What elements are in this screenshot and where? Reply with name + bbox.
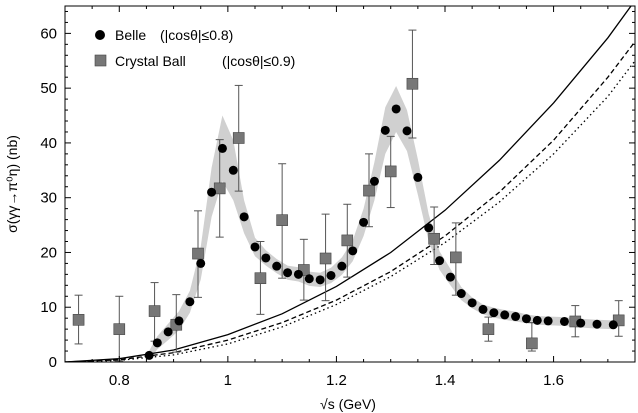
curve-dashed: [65, 41, 635, 362]
belle-point: [293, 269, 303, 279]
belle-point: [348, 246, 358, 256]
y-tick-label: 60: [40, 25, 57, 42]
belle-point: [152, 338, 162, 348]
x-tick-label: 1.2: [326, 372, 347, 389]
crystal-ball-point: [72, 314, 85, 326]
belle-point: [326, 270, 336, 280]
crystal-ball-point: [526, 337, 538, 350]
crystal-ball-point: [319, 252, 332, 265]
belle-point: [424, 223, 434, 233]
crystal-ball-point: [363, 184, 375, 197]
belle-point: [272, 261, 282, 271]
crystal-ball-point: [428, 232, 440, 245]
belle-points: [144, 104, 618, 360]
belle-point: [500, 310, 510, 320]
crystal-ball-point: [192, 247, 204, 260]
crystal-ball-point: [232, 132, 245, 144]
y-axis-title: σ(γγ→π⁰η) (nb): [4, 135, 20, 233]
x-tick-label: 0.8: [109, 372, 130, 389]
legend-note-crystal-ball: (|cosθ|≤0.9): [222, 53, 295, 69]
belle-point: [283, 268, 293, 278]
crystal-ball-points: [72, 77, 625, 350]
belle-point: [402, 126, 412, 136]
y-tick-label: 20: [40, 244, 57, 261]
crystal-ball-point: [276, 214, 288, 226]
crystal-ball-point: [113, 323, 126, 335]
legend-marker-crystal-ball: [94, 54, 107, 67]
legend: Belle (|cosθ|≤0.8) Crystal Ball (|cosθ|≤…: [94, 27, 295, 69]
crystal-ball-point: [406, 77, 419, 90]
crystal-ball-point: [450, 251, 462, 264]
legend-note-belle: (|cosθ|≤0.8): [160, 27, 233, 43]
belle-point: [185, 297, 195, 307]
x-tick-label: 1: [224, 372, 232, 389]
legend-label-crystal-ball: Crystal Ball: [115, 53, 186, 69]
plot-frame: [64, 5, 636, 363]
belle-point: [207, 187, 217, 197]
belle-point: [456, 289, 466, 299]
belle-point: [261, 253, 271, 263]
y-tick-label: 30: [40, 190, 57, 207]
belle-point: [239, 212, 249, 222]
curve-dotted: [65, 60, 635, 362]
belle-point: [337, 261, 347, 271]
belle-point: [608, 320, 618, 330]
legend-marker-belle: [95, 30, 105, 40]
y-tick-label: 40: [40, 135, 57, 152]
belle-point: [144, 350, 154, 360]
belle-point: [521, 314, 531, 324]
belle-point: [163, 327, 173, 337]
belle-point: [196, 258, 206, 268]
x-tick-label: 1.6: [543, 372, 564, 389]
belle-point: [304, 274, 314, 284]
belle-point: [532, 315, 542, 325]
belle-point: [489, 308, 499, 318]
y-tick-label: 10: [40, 299, 57, 316]
y-tick-label: 50: [40, 80, 57, 97]
belle-point: [559, 316, 569, 326]
y-tick-label: 0: [49, 354, 57, 371]
legend-label-belle: Belle: [115, 27, 146, 43]
belle-point: [174, 316, 184, 326]
crystal-ball-point: [384, 165, 397, 178]
x-axis-title: √s (GeV): [320, 396, 376, 412]
belle-point: [250, 242, 260, 252]
belle-point: [445, 272, 455, 282]
crystal-ball-point: [148, 305, 161, 317]
belle-point: [511, 312, 521, 322]
belle-point: [435, 256, 445, 266]
belle-point: [228, 165, 238, 175]
crystal-ball-point: [213, 182, 226, 195]
crystal-ball-point: [482, 323, 495, 335]
belle-point: [478, 304, 488, 314]
belle-point: [217, 143, 227, 153]
crystal-ball-point: [254, 272, 267, 285]
theory-curves: [65, 6, 635, 362]
axis-ticks: 0.8 1 1.2 1.4 1.6 0 10 20 30 40 50 60: [40, 6, 635, 389]
belle-point: [369, 176, 379, 186]
x-tick-label: 1.4: [435, 372, 456, 389]
belle-point: [413, 172, 423, 182]
uncertainty-band-area: [149, 86, 614, 361]
belle-point: [592, 319, 602, 329]
belle-point: [315, 275, 325, 285]
belle-point: [359, 217, 369, 227]
belle-point: [467, 298, 477, 308]
belle-point: [576, 318, 586, 328]
curve-solid: [65, 6, 632, 362]
crystal-ball-point: [341, 234, 354, 247]
belle-point: [380, 125, 390, 135]
uncertainty-band: [149, 86, 614, 361]
belle-point: [543, 316, 553, 326]
belle-point: [391, 104, 401, 114]
